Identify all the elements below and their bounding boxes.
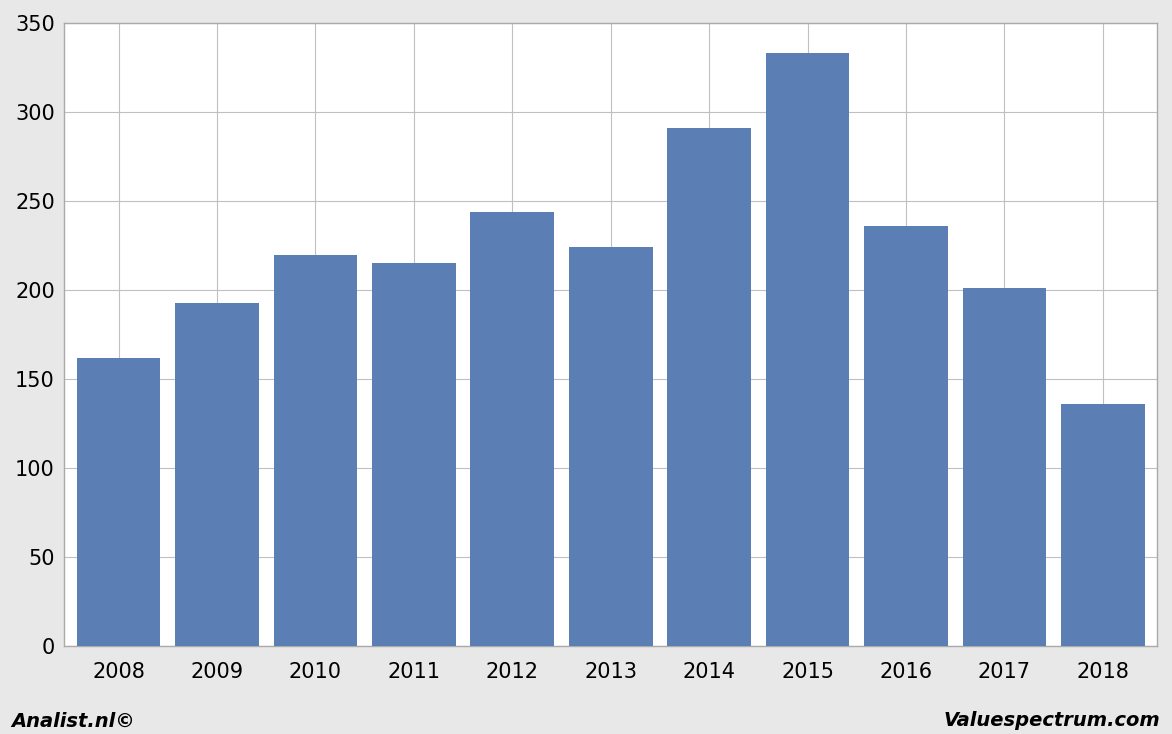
Bar xyxy=(273,255,357,647)
Bar xyxy=(1061,404,1145,647)
Bar xyxy=(667,128,751,647)
Bar xyxy=(864,226,948,647)
Bar xyxy=(372,264,456,647)
Text: Valuespectrum.com: Valuespectrum.com xyxy=(943,711,1160,730)
Bar xyxy=(470,212,554,647)
Bar xyxy=(765,54,850,647)
Bar xyxy=(962,288,1047,647)
Bar xyxy=(77,357,161,647)
Bar xyxy=(175,302,259,647)
Bar xyxy=(568,247,653,647)
Text: Analist.nl©: Analist.nl© xyxy=(12,711,136,730)
